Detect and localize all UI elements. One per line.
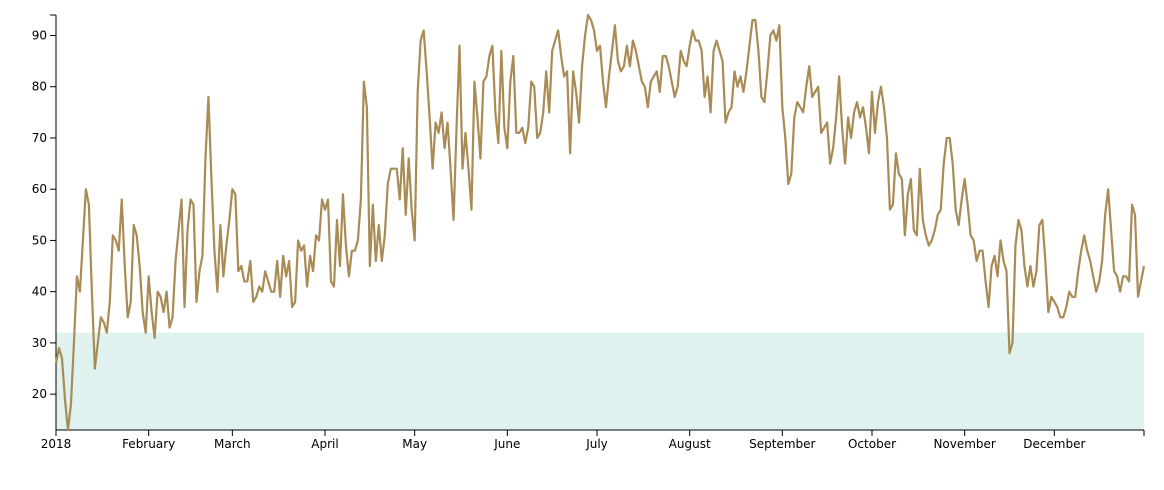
x-tick-label: June [493,437,520,451]
y-tick-label: 70 [32,131,47,145]
y-tick-label: 20 [32,387,47,401]
y-tick-label: 30 [32,336,47,350]
x-tick-label: February [122,437,175,451]
x-tick-label: April [311,437,338,451]
freezing-band [56,332,1144,430]
x-tick-label: March [214,437,251,451]
x-tick-label: August [669,437,711,451]
x-tick-label: October [848,437,896,451]
temperature-line [54,13,1146,432]
x-tick-label: December [1023,437,1085,451]
y-tick-label: 40 [32,285,47,299]
y-tick-label: 50 [32,233,47,247]
y-tick-label: 80 [32,80,47,94]
x-tick-label: July [585,437,608,451]
y-tick-label: 90 [32,28,47,42]
x-tick-label: November [933,437,995,451]
x-tick-label: September [749,437,815,451]
y-tick-label: 60 [32,182,47,196]
x-tick-label: 2018 [41,437,72,451]
x-tick-label: May [402,437,427,451]
